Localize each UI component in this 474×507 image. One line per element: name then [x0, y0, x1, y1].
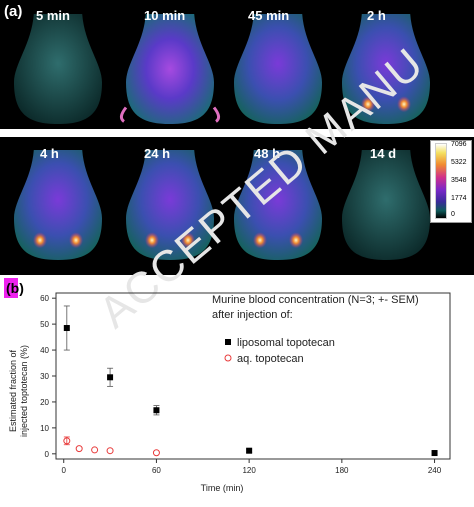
mouse-images	[14, 14, 430, 260]
blood-concentration-chart: 0 60 120 180 240 0 10 20 30 40 50 60 Murine blood c…	[8, 292, 451, 493]
data-point-aq	[75, 445, 83, 453]
panel-b-label-box: (b)	[4, 278, 24, 298]
colorbar	[435, 143, 447, 219]
timepoint-label: 14 d	[370, 146, 397, 161]
timepoint-label: 48 h	[254, 146, 281, 161]
x-tick-label: 240	[428, 466, 442, 475]
timepoint-label: 4 h	[40, 146, 59, 161]
timepoint-label: 24 h	[144, 146, 171, 161]
x-axis-label: Time (min)	[201, 483, 244, 493]
data-point-aq	[106, 447, 114, 455]
imaging-panel: (a) 5 min 10 min 45 min 2 h 4 h 24 h 48 …	[0, 0, 474, 275]
y-tick-label: 40	[40, 346, 49, 355]
mouse-silhouette	[119, 14, 221, 124]
colorbar-tick: 0	[451, 211, 455, 218]
chart-axes: 0 60 120 180 240 0 10 20 30 40 50 60	[40, 292, 451, 475]
x-tick-label: 180	[335, 466, 349, 475]
colorbar-tick: 1774	[451, 195, 467, 202]
legend-title-line1: Murine blood concentration (N=3; +- SEM)	[212, 294, 419, 306]
mouse-silhouette	[14, 150, 102, 260]
legend-marker-aq	[224, 354, 232, 362]
x-tick-label: 60	[152, 466, 161, 475]
panel-b-label: (b)	[6, 280, 24, 296]
legend-marker-liposomal	[225, 339, 231, 345]
timepoint-label: 5 min	[36, 8, 70, 23]
data-point-liposomal	[63, 325, 70, 332]
y-tick-label: 50	[40, 320, 49, 329]
y-axis-label-line1: Estimated fraction of	[8, 349, 18, 432]
colorbar-tick: 5322	[451, 159, 467, 166]
y-tick-label: 30	[40, 372, 49, 381]
mouse-silhouette	[234, 150, 322, 260]
y-axis-label-line2: injected toptotecan (%)	[19, 345, 29, 437]
chart-marks	[63, 305, 438, 457]
panel-a-label: (a)	[4, 3, 23, 20]
data-point-aq	[63, 437, 71, 445]
legend-label-aq: aq. topotecan	[237, 353, 304, 365]
y-tick-label: 0	[45, 450, 50, 459]
mouse-silhouette	[234, 14, 322, 124]
timepoint-label: 10 min	[144, 8, 186, 23]
mouse-silhouette	[126, 150, 214, 260]
x-tick-label: 0	[61, 466, 66, 475]
y-tick-label: 60	[40, 294, 49, 303]
data-point-liposomal	[246, 447, 253, 454]
x-tick-label: 120	[242, 466, 256, 475]
data-point-liposomal	[431, 450, 438, 457]
colorbar-tick: 3548	[451, 177, 467, 184]
colorbar-tick: 7096	[451, 141, 467, 148]
data-point-aq	[91, 446, 99, 454]
mouse-silhouette	[342, 14, 430, 124]
y-tick-label: 20	[40, 398, 49, 407]
mouse-silhouette	[342, 150, 430, 260]
data-point-aq	[152, 449, 160, 457]
legend-title-line2: after injection of:	[212, 309, 293, 321]
y-tick-label: 10	[40, 424, 49, 433]
data-point-liposomal	[107, 374, 114, 381]
row-separator	[0, 129, 474, 137]
mouse-silhouette	[14, 14, 102, 124]
data-point-liposomal	[153, 407, 160, 414]
timepoint-label: 45 min	[248, 8, 290, 23]
timepoint-label: 2 h	[367, 8, 386, 23]
legend-label-liposomal: liposomal topotecan	[237, 337, 335, 349]
